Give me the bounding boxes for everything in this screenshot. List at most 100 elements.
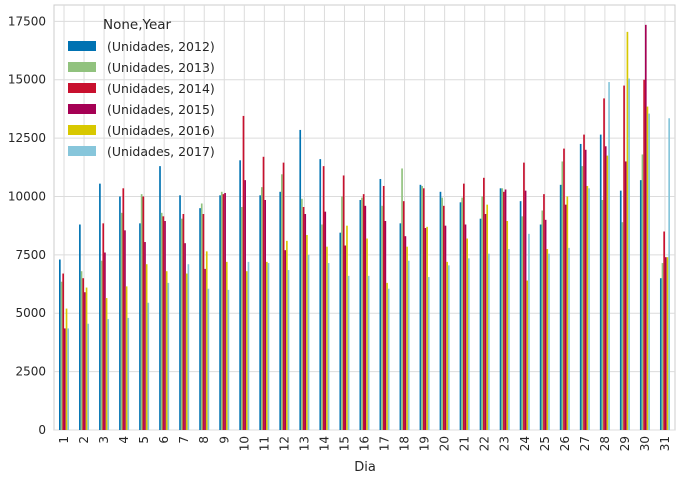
- bar-3-16: [362, 194, 365, 430]
- bar-4-6: [164, 221, 166, 430]
- bar-6-23: [508, 249, 510, 430]
- bar-5-21: [466, 238, 468, 430]
- bar-4-30: [644, 24, 647, 430]
- bar-2-15: [341, 196, 343, 430]
- x-tick-label: 7: [177, 436, 191, 444]
- bar-4-26: [564, 204, 567, 430]
- x-tick-label: 12: [277, 436, 291, 451]
- bar-4-10: [244, 180, 246, 430]
- bar-3-24: [523, 162, 525, 430]
- bar-4-16: [364, 205, 367, 430]
- bar-5-3: [105, 298, 108, 430]
- bar-3-22: [483, 177, 485, 430]
- legend-label: (Unidades, 2015): [107, 102, 215, 117]
- bar-3-7: [182, 213, 185, 430]
- bar-3-2: [82, 278, 85, 430]
- bar-2-21: [461, 197, 463, 430]
- legend-swatch: [68, 104, 96, 114]
- x-tick-label: 9: [217, 436, 231, 444]
- bar-6-10: [247, 261, 250, 430]
- bar-1-1: [59, 259, 61, 430]
- bar-1-28: [599, 134, 602, 430]
- bar-1-17: [379, 178, 382, 430]
- bar-5-11: [266, 261, 268, 430]
- bar-3-26: [563, 148, 565, 430]
- y-tick-label: 12500: [8, 131, 46, 145]
- bar-1-21: [459, 202, 462, 430]
- legend-swatch: [68, 125, 96, 135]
- bar-6-3: [107, 319, 110, 430]
- bar-3-19: [422, 188, 425, 430]
- bar-3-5: [142, 196, 145, 430]
- bar-4-2: [84, 292, 86, 430]
- legend-title: None,Year: [103, 17, 172, 33]
- bar-1-24: [519, 201, 522, 430]
- bar-6-30: [648, 113, 650, 430]
- bar-2-3: [100, 260, 103, 430]
- bar-2-18: [401, 168, 403, 430]
- bar-1-2: [79, 224, 81, 430]
- bar-2-22: [481, 196, 484, 430]
- bar-4-23: [504, 189, 507, 430]
- bar-2-14: [321, 224, 323, 430]
- bar-6-1: [67, 328, 70, 430]
- bar-3-31: [663, 231, 665, 430]
- bar-5-17: [386, 282, 388, 430]
- bar-2-13: [301, 198, 303, 430]
- bar-3-14: [322, 166, 325, 430]
- x-tick-label: 28: [598, 436, 612, 451]
- bar-5-23: [506, 221, 509, 430]
- bar-4-22: [484, 213, 487, 430]
- bar-2-19: [421, 185, 423, 430]
- bar-1-16: [359, 199, 362, 430]
- bar-1-20: [439, 191, 442, 430]
- bar-3-28: [603, 98, 605, 431]
- bar-1-10: [239, 160, 241, 431]
- bar-3-23: [503, 191, 505, 430]
- bar-4-20: [444, 225, 447, 430]
- legend-label: (Unidades, 2016): [107, 123, 215, 138]
- bar-2-7: [180, 218, 183, 430]
- bar-5-27: [586, 185, 589, 430]
- bar-4-24: [524, 190, 527, 430]
- x-tick-label: 2: [77, 436, 91, 444]
- bar-2-16: [361, 197, 363, 430]
- bar-6-4: [127, 317, 130, 430]
- bar-4-18: [404, 236, 407, 430]
- x-tick-label: 20: [438, 436, 452, 451]
- x-tick-label: 30: [638, 436, 652, 451]
- legend-label: (Unidades, 2012): [107, 39, 215, 54]
- y-axis-ticks: 0 2500 5000 7500 10000 12500 15000 17500: [8, 14, 46, 437]
- bar-1-15: [339, 232, 342, 430]
- y-tick-label: 2500: [15, 365, 46, 379]
- x-tick-label: 3: [97, 436, 111, 444]
- bar-2-26: [561, 161, 564, 430]
- bar-4-25: [544, 219, 547, 430]
- x-tick-label: 6: [157, 436, 171, 444]
- y-tick-label: 17500: [8, 14, 46, 28]
- bar-6-16: [367, 275, 370, 430]
- bar-6-24: [528, 233, 530, 430]
- bar-5-26: [566, 196, 569, 430]
- bar-6-17: [387, 288, 390, 430]
- bar-5-6: [165, 271, 168, 430]
- bar-5-2: [85, 287, 88, 430]
- bar-2-4: [120, 212, 123, 430]
- bar-3-25: [543, 194, 545, 430]
- bar-4-5: [144, 242, 146, 430]
- bar-5-12: [286, 240, 288, 430]
- x-tick-label: 19: [418, 436, 432, 451]
- bar-3-4: [122, 188, 125, 430]
- bar-1-9: [219, 195, 221, 430]
- bar-6-28: [608, 82, 610, 431]
- legend-swatch: [68, 83, 96, 93]
- bar-6-25: [548, 253, 550, 430]
- x-tick-label: 5: [137, 436, 151, 444]
- bar-5-8: [205, 251, 208, 430]
- bar-6-14: [327, 263, 330, 430]
- legend-label: (Unidades, 2017): [107, 144, 215, 159]
- x-tick-label: 4: [117, 436, 131, 444]
- bar-3-8: [202, 213, 205, 430]
- bar-6-18: [407, 260, 410, 430]
